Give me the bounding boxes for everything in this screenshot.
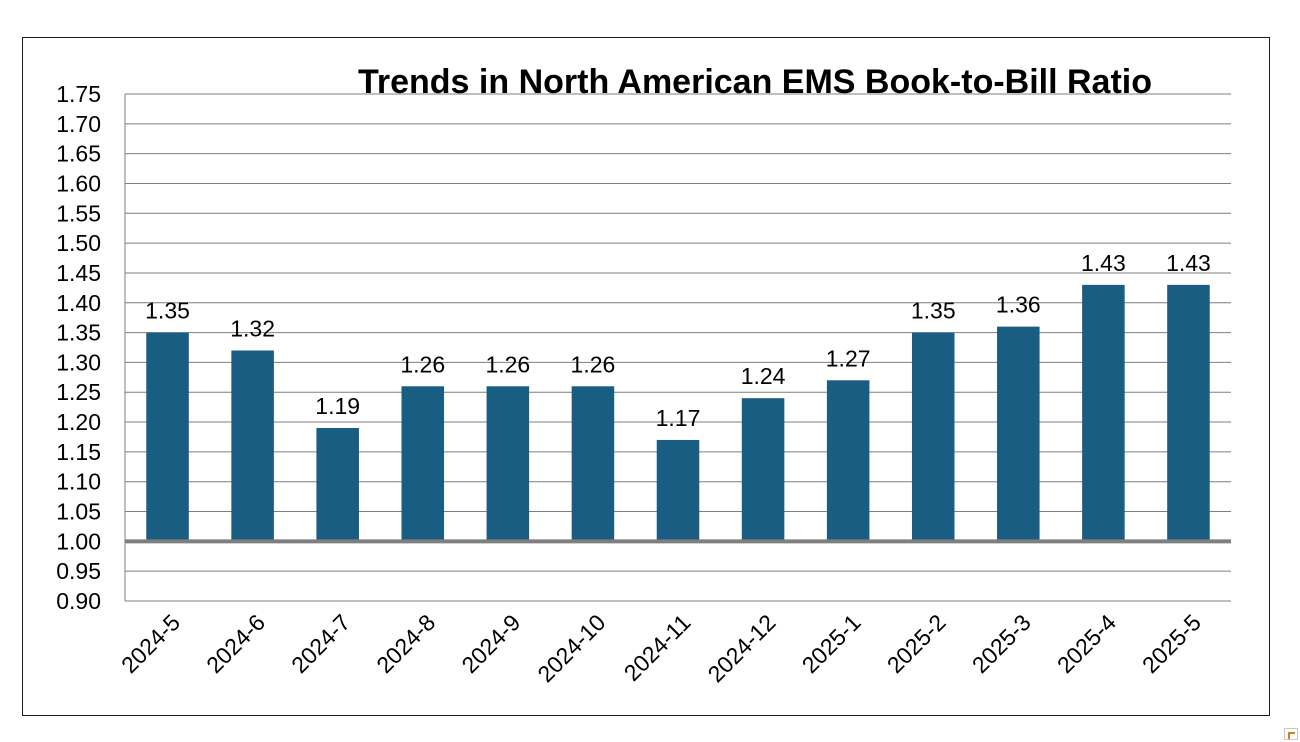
bars [146,284,1210,542]
bar [1082,284,1125,542]
gridlines [125,93,1231,602]
y-tick-label: 1.45 [56,260,101,286]
y-tick-label: 1.25 [56,379,101,405]
x-tick-label: 2024-11 [619,609,696,686]
data-label: 1.32 [230,315,275,341]
data-label: 1.35 [145,298,190,324]
y-tick-label: 1.60 [56,170,101,196]
x-tick-label: 2025-4 [1052,609,1121,678]
data-label: 1.24 [741,363,786,389]
data-label: 1.43 [1166,250,1211,276]
y-tick-label: 1.65 [56,141,101,167]
y-tick-label: 1.55 [56,200,101,226]
bar [401,386,445,542]
data-label: 1.35 [911,298,956,324]
resize-grip-icon[interactable] [1284,728,1298,740]
chart-title: Trends in North American EMS Book-to-Bil… [358,63,1152,101]
x-tick-label: 2024-5 [116,609,185,678]
bar [571,386,615,542]
bar [146,332,189,542]
y-axis-ticks: 0.90 0.95 1.00 1.05 1.10 1.15 1.20 1.25 1.30 1.35… [56,81,101,614]
chart-frame [22,37,1270,716]
y-tick-label: 1.00 [56,528,101,554]
x-tick-label: 2024-6 [201,609,270,678]
bar [316,428,359,542]
bar [741,398,785,542]
x-tick-label: 2024-7 [286,609,355,678]
x-tick-label: 2025-5 [1137,609,1206,678]
x-tick-label: 2025-3 [967,609,1036,678]
bar [997,326,1040,542]
x-tick-label: 2024-9 [456,609,525,678]
bar [486,386,530,542]
y-tick-label: 1.10 [56,469,101,495]
x-axis-ticks: 2024-5 2024-6 2024-7 2024-8 2024-9 2024-10 202… [116,609,1206,687]
x-tick-label: 2024-10 [532,609,610,687]
bar [1167,284,1210,542]
x-tick-label: 2024-8 [371,609,440,678]
data-label: 1.26 [485,351,530,377]
data-label: 1.19 [315,393,360,419]
y-tick-label: 1.70 [56,111,101,137]
bar [911,332,955,542]
y-tick-label: 1.15 [56,439,101,465]
data-label: 1.26 [400,351,445,377]
data-label: 1.26 [571,351,616,377]
data-labels: 1.35 1.32 1.19 1.26 1.26 1.26 1.17 1.24 1.27 1.35… [145,250,1211,431]
y-tick-label: 1.50 [56,230,101,256]
bar [231,350,274,542]
y-tick-label: 1.75 [56,81,101,107]
data-label: 1.36 [996,292,1041,318]
y-tick-label: 1.40 [56,290,101,316]
y-tick-label: 1.20 [56,409,101,435]
y-tick-label: 1.35 [56,320,101,346]
y-tick-label: 1.05 [56,499,101,525]
y-tick-label: 0.95 [56,558,101,584]
data-label: 1.27 [826,345,871,371]
y-tick-label: 1.30 [56,349,101,375]
y-tick-label: 0.90 [56,588,101,614]
x-tick-label: 2024-12 [703,609,781,687]
bar [656,439,700,542]
x-tick-label: 2025-1 [797,609,866,678]
data-label: 1.43 [1081,250,1126,276]
data-label: 1.17 [656,405,701,431]
x-tick-label: 2025-2 [882,609,951,678]
bar [826,380,870,542]
